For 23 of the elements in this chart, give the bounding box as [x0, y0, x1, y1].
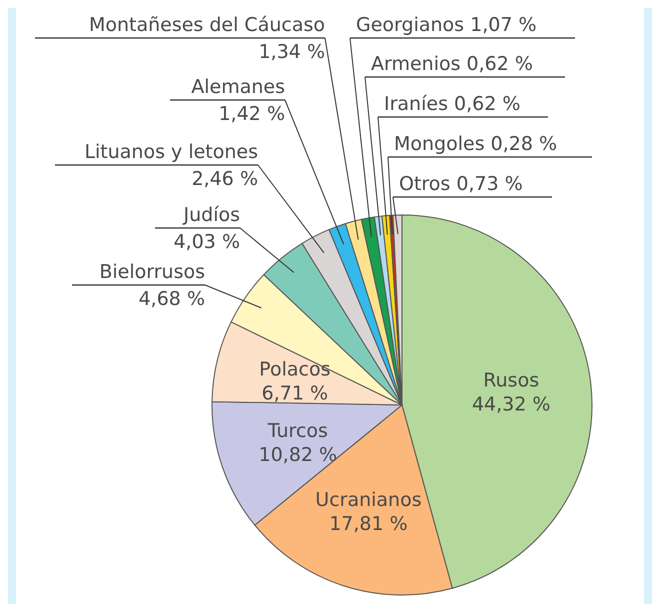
- data-label: 10,82 %: [258, 444, 338, 466]
- slice-label: Montañeses del Cáucaso: [88, 14, 325, 36]
- slice-label: Ucranianos: [315, 488, 422, 511]
- data-label: 4,68 %: [138, 288, 205, 310]
- slice-label: Lituanos y letones: [84, 141, 258, 163]
- slice-label: Rusos: [483, 369, 540, 392]
- slice-label: Otros 0,73 %: [399, 173, 523, 195]
- data-label: 4,03 %: [174, 231, 240, 253]
- slice-label: Bielorrusos: [99, 261, 205, 283]
- slice-label: Polacos: [259, 358, 330, 380]
- slice-label: Iraníes 0,62 %: [384, 93, 520, 115]
- data-label: 6,71 %: [262, 382, 328, 404]
- slice-label: Turcos: [266, 420, 328, 442]
- data-label: 1,34 %: [258, 41, 325, 63]
- slice-label: Mongoles 0,28 %: [394, 133, 558, 155]
- data-label: 1,42 %: [218, 103, 285, 125]
- slice-label: Alemanes: [191, 76, 285, 98]
- slice-label: Georgianos 1,07 %: [356, 14, 536, 36]
- slice-label: Judíos: [182, 204, 240, 226]
- data-label: 2,46 %: [192, 168, 258, 190]
- slice-label: Armenios 0,62 %: [371, 53, 533, 75]
- data-label: 17,81 %: [329, 512, 408, 535]
- data-label: 44,32 %: [472, 393, 550, 416]
